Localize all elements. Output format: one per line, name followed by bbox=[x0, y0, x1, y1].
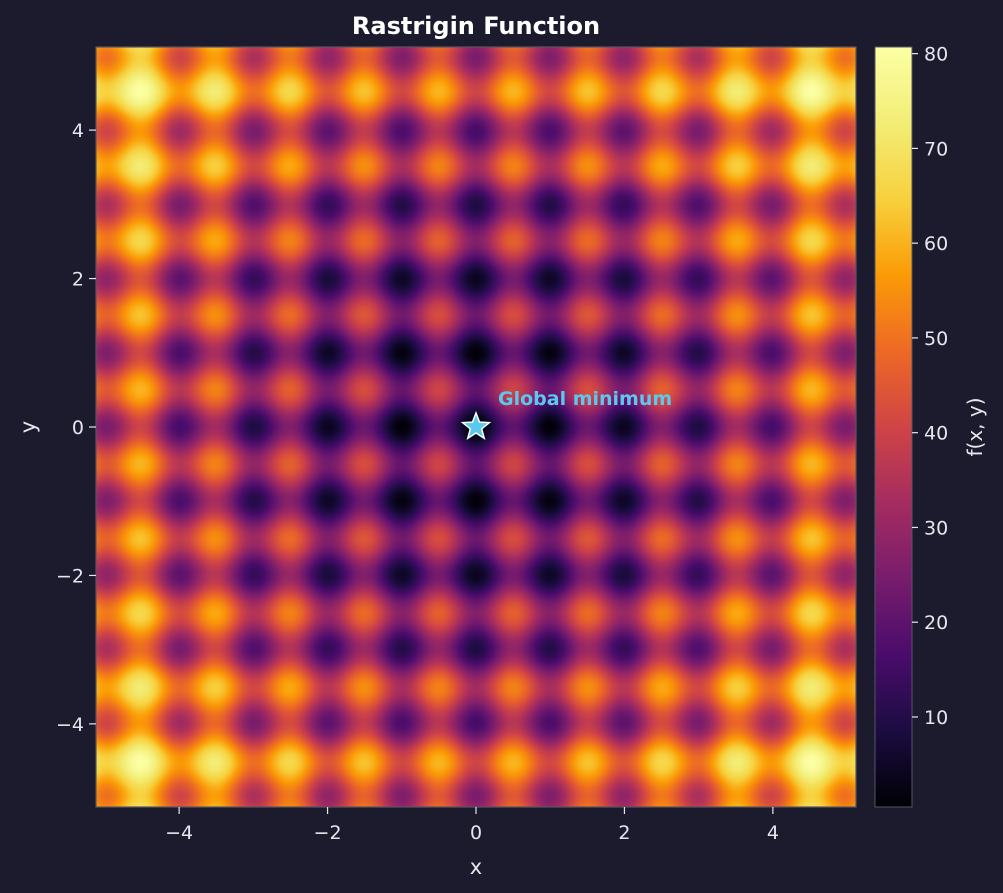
x-tick-label: 2 bbox=[618, 822, 630, 844]
colorbar-label: f(x, y) bbox=[963, 397, 987, 456]
chart-title: Rastrigin Function bbox=[352, 12, 600, 40]
x-tick-label: 4 bbox=[767, 822, 779, 844]
colorbar-tick-label: 70 bbox=[924, 138, 948, 160]
global-minimum-star-icon bbox=[460, 410, 492, 441]
colorbar-tick-label: 30 bbox=[924, 517, 948, 539]
global-minimum-label: Global minimum bbox=[498, 388, 672, 410]
y-tick-label: 4 bbox=[72, 120, 84, 142]
y-tick-label: −2 bbox=[56, 565, 84, 587]
x-axis-label: x bbox=[470, 855, 482, 879]
colorbar-tick-label: 40 bbox=[924, 423, 948, 445]
colorbar-gradient bbox=[874, 46, 913, 808]
annotation-layer: Global minimum bbox=[460, 388, 672, 441]
colorbar-tick-label: 80 bbox=[924, 44, 948, 66]
colorbar-tick-label: 20 bbox=[924, 612, 948, 634]
colorbar-tick-label: 60 bbox=[924, 233, 948, 255]
x-tick-label: −4 bbox=[165, 822, 193, 844]
x-axis: −4 −2 0 2 4 bbox=[165, 807, 779, 844]
y-tick-label: 2 bbox=[72, 269, 84, 291]
colorbar-ticks: 10 20 30 40 50 60 70 80 bbox=[912, 44, 948, 729]
y-axis-label: y bbox=[16, 421, 40, 433]
y-axis: −4 −2 0 2 4 bbox=[56, 120, 96, 736]
y-tick-label: −4 bbox=[56, 714, 84, 736]
x-tick-label: 0 bbox=[470, 822, 482, 844]
colorbar: 10 20 30 40 50 60 70 80 f(x, y) bbox=[874, 44, 987, 808]
x-tick-label: −2 bbox=[314, 822, 342, 844]
y-tick-label: 0 bbox=[72, 417, 84, 439]
colorbar-tick-label: 50 bbox=[924, 328, 948, 350]
colorbar-tick-label: 10 bbox=[924, 707, 948, 729]
